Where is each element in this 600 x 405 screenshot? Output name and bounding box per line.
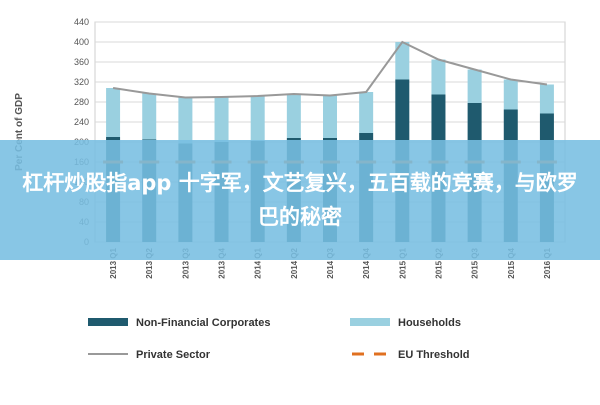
overlay-banner: 杠杆炒股指app 十字军，文艺复兴，五百载的竞赛，与欧罗巴的秘密 [0,140,600,260]
y-tick-label: 440 [74,17,89,27]
bar-households [503,79,518,110]
overlay-text: 杠杆炒股指app 十字军，文艺复兴，五百载的竞赛，与欧罗巴的秘密 [22,171,578,229]
legend-label: EU Threshold [398,349,470,361]
bar-households [359,92,374,133]
x-tick-label: 2015 Q3 [471,247,480,278]
y-tick-label: 240 [74,117,89,127]
legend-label: Private Sector [136,349,211,361]
bar-households [142,93,157,140]
x-tick-label: 2014 Q1 [254,247,263,278]
x-tick-label: 2016 Q1 [543,247,552,278]
bar-households [214,97,229,142]
y-tick-label: 280 [74,97,89,107]
legend-label: Non-Financial Corporates [136,317,270,329]
bar-households [250,96,265,141]
x-tick-label: 2013 Q1 [109,247,118,278]
bar-households [178,97,193,144]
x-tick-label: 2013 Q2 [145,247,154,278]
x-tick-label: 2013 Q4 [218,247,227,278]
y-tick-label: 400 [74,37,89,47]
legend-swatch [350,318,390,326]
bar-households [467,69,482,103]
x-tick-label: 2015 Q2 [434,247,443,278]
legend-swatch [88,318,128,326]
y-tick-label: 320 [74,77,89,87]
bar-households [106,88,121,137]
legend-label: Households [398,317,461,329]
bar-households [286,94,301,138]
x-tick-label: 2015 Q1 [398,247,407,278]
y-axis-label: Per Cent of GDP [14,93,25,171]
x-tick-label: 2015 Q4 [507,247,516,278]
bar-households [323,95,337,138]
line-private-sector [112,40,548,99]
x-tick-label: 2014 Q2 [290,247,299,278]
bar-households [431,59,446,95]
x-tick-label: 2014 Q4 [362,247,371,278]
bar-households [395,42,410,80]
bar-households [539,84,554,114]
x-tick-label: 2013 Q3 [181,247,190,278]
y-tick-label: 360 [74,57,89,67]
x-tick-label: 2014 Q3 [326,247,335,278]
